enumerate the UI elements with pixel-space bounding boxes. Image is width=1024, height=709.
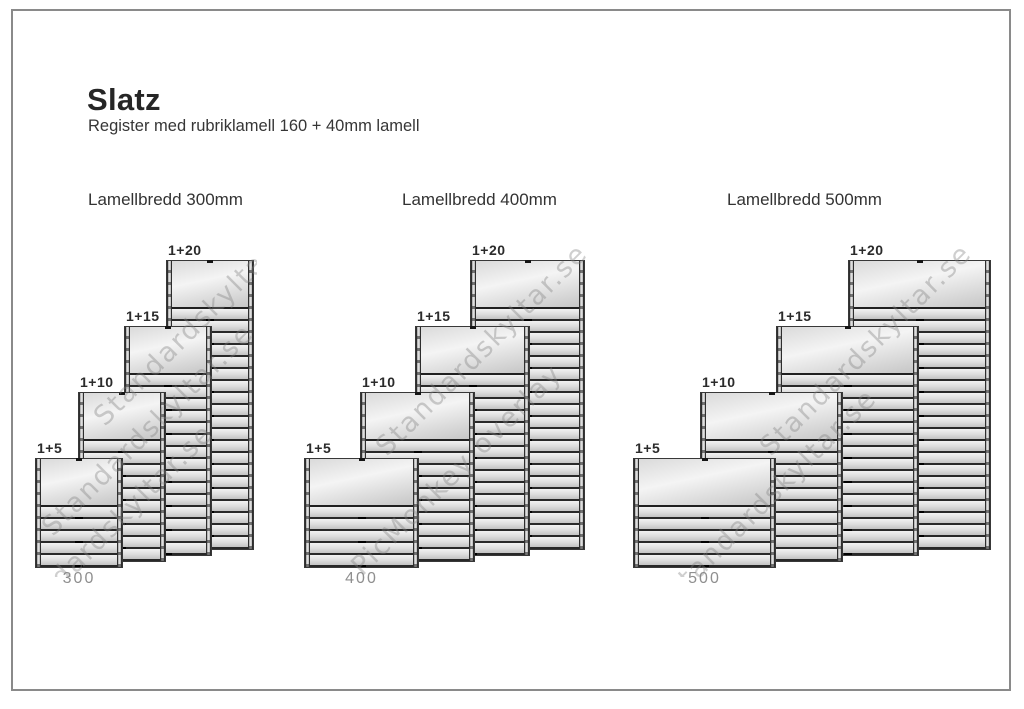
unit-label: 1+20	[168, 242, 202, 258]
lamell-strip	[41, 531, 117, 543]
lamell-strip	[366, 441, 469, 453]
unit-label: 1+20	[850, 242, 884, 258]
unit-rail-right	[469, 393, 474, 561]
unit-label: 1+10	[362, 374, 396, 390]
unit-face	[41, 459, 117, 567]
page-title: Slatz	[87, 82, 161, 117]
unit-label: 1+10	[702, 374, 736, 390]
lamell-strip	[639, 531, 770, 543]
top-clip-mark	[119, 392, 125, 395]
register-unit: 1+5	[304, 440, 419, 568]
unit-label: 1+5	[306, 440, 332, 456]
lamell-strip	[782, 375, 913, 387]
lamell-strip	[639, 519, 770, 531]
unit-label: 1+20	[472, 242, 506, 258]
group-heading: Lamellbredd 400mm	[402, 190, 557, 209]
page-border	[11, 9, 1011, 691]
register-unit: 1+5	[633, 440, 776, 568]
unit-label: 1+15	[126, 308, 160, 324]
lamell-strip	[130, 375, 206, 387]
unit-face	[639, 459, 770, 567]
width-label: 300	[62, 570, 96, 587]
group-heading: Lamellbredd 500mm	[727, 190, 882, 209]
lamell-strip	[310, 543, 413, 555]
unit-rail-right	[913, 327, 918, 555]
lamell-strip	[854, 309, 985, 321]
header-lamell	[706, 393, 837, 441]
top-clip-mark	[469, 326, 476, 329]
top-clip-mark	[76, 458, 82, 461]
unit-label: 1+15	[778, 308, 812, 324]
lamell-strip	[310, 531, 413, 543]
lamell-strip	[310, 507, 413, 519]
lamell-strip	[639, 555, 770, 567]
lamell-strip	[41, 519, 117, 531]
unit-rail-left	[305, 459, 310, 567]
top-clip-mark	[207, 260, 213, 263]
top-clip-mark	[524, 260, 531, 263]
lamell-strip	[41, 555, 117, 567]
header-lamell	[639, 459, 770, 507]
header-lamell	[854, 261, 985, 309]
header-lamell	[172, 261, 248, 309]
unit-rail-left	[634, 459, 639, 567]
lamell-strip	[41, 543, 117, 555]
unit-rail-right	[837, 393, 842, 561]
lamell-strip	[639, 507, 770, 519]
header-lamell	[421, 327, 524, 375]
width-label: 400	[345, 570, 378, 587]
lamell-strip	[421, 375, 524, 387]
top-clip-mark	[165, 326, 171, 329]
header-lamell	[84, 393, 160, 441]
unit-rail-right	[117, 459, 122, 567]
unit-rail-left	[36, 459, 41, 567]
header-lamell	[366, 393, 469, 441]
top-clip-mark	[414, 392, 421, 395]
unit-label: 1+15	[417, 308, 451, 324]
width-label: 500	[688, 570, 721, 587]
unit-label: 1+5	[635, 440, 661, 456]
unit-rail-right	[206, 327, 211, 555]
header-lamell	[476, 261, 579, 309]
header-lamell	[310, 459, 413, 507]
unit-rail-right	[579, 261, 584, 549]
lamell-strip	[310, 519, 413, 531]
header-lamell	[130, 327, 206, 375]
unit-face	[310, 459, 413, 567]
lamell-strip	[172, 309, 248, 321]
header-lamell	[782, 327, 913, 375]
top-clip-mark	[916, 260, 923, 263]
top-clip-mark	[844, 326, 851, 329]
header-lamell	[41, 459, 117, 507]
unit-rail-right	[524, 327, 529, 555]
lamell-strip	[639, 543, 770, 555]
lamell-strip	[84, 441, 160, 453]
register-unit: 1+5	[35, 440, 123, 568]
unit-rail-right	[770, 459, 775, 567]
page-subtitle: Register med rubriklamell 160 + 40mm lam…	[88, 117, 420, 135]
lamell-strip	[310, 555, 413, 567]
lamell-strip	[476, 309, 579, 321]
group-heading: Lamellbredd 300mm	[88, 190, 243, 209]
unit-rail-right	[160, 393, 165, 561]
unit-rail-right	[985, 261, 990, 549]
unit-rail-right	[248, 261, 253, 549]
top-clip-mark	[358, 458, 365, 461]
top-clip-mark	[768, 392, 775, 395]
top-clip-mark	[701, 458, 708, 461]
unit-label: 1+10	[80, 374, 114, 390]
lamell-strip	[706, 441, 837, 453]
lamell-strip	[41, 507, 117, 519]
unit-label: 1+5	[37, 440, 63, 456]
unit-rail-right	[413, 459, 418, 567]
